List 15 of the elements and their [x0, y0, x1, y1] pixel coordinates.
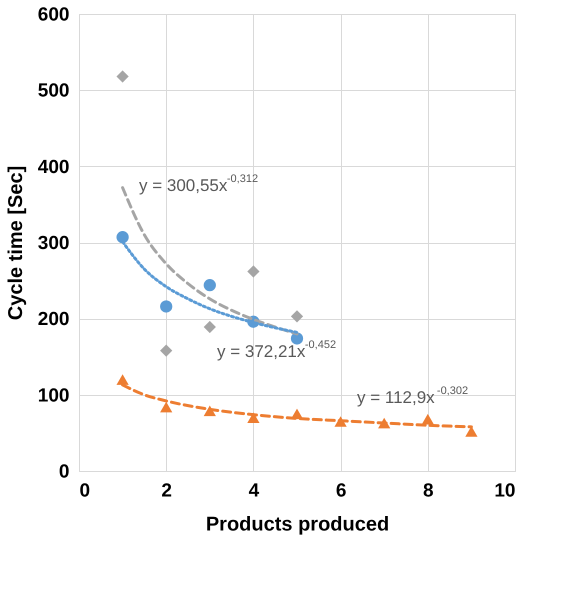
x-tick-label: 6 [336, 480, 346, 502]
x-tick-label: 10 [494, 480, 516, 502]
y-tick-label: 300 [38, 233, 70, 254]
y-tick-label: 100 [38, 385, 70, 406]
y-axis-title: Cycle time [Sec] [4, 166, 27, 320]
x-axis-title: Products produced [206, 514, 390, 536]
x-tick-label: 4 [248, 480, 260, 502]
y-tick-label: 0 [58, 462, 70, 482]
y-tick-label: 400 [38, 156, 70, 178]
y-tick-label: 500 [38, 80, 70, 102]
x-tick-label: 2 [161, 480, 172, 502]
x-tick-label: 8 [423, 480, 434, 502]
y-tick-label: 200 [38, 309, 70, 330]
x-tick-label: 0 [80, 480, 90, 502]
y-tick-label: 600 [38, 4, 70, 26]
